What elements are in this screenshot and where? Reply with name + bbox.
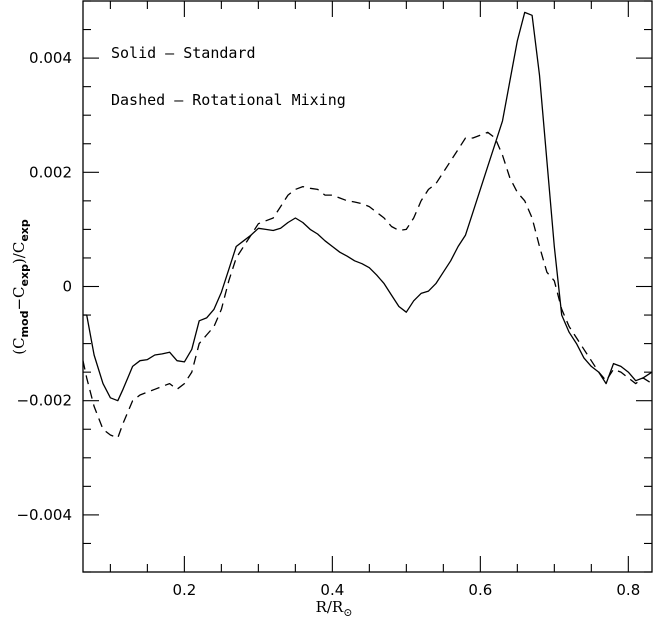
x-tick-label: 0.4: [320, 581, 344, 599]
legend-entry-solid: Solid – Standard: [111, 44, 256, 62]
y-title-exp-sub-2: exp: [18, 219, 31, 242]
y-title-mod-sub: mod: [18, 311, 31, 338]
y-tick-label: 0: [62, 278, 72, 296]
y-tick-label: 0.002: [29, 163, 72, 181]
x-axis-title-main: R/R: [316, 598, 344, 616]
series-layer: [82, 11, 653, 439]
x-tick-label: 0.6: [468, 581, 492, 599]
y-title-open: (C: [10, 337, 28, 354]
y-title-minus: −C: [10, 286, 28, 310]
legend-entry-dashed: Dashed – Rotational Mixing: [111, 91, 346, 109]
y-tick-label: 0.004: [29, 49, 72, 67]
plot-frame: [82, 0, 653, 573]
y-axis-title: (Cmod−Cexp)/Cexp: [10, 219, 31, 355]
series-line-dashed: [82, 131, 653, 439]
x-axis-title-subscript: ⊙: [343, 606, 352, 619]
y-tick-label: −0.004: [16, 506, 72, 524]
x-tick-label: 0.8: [616, 581, 640, 599]
y-title-close: )/C: [10, 242, 28, 264]
y-title-exp-sub: exp: [18, 264, 31, 287]
series-line-solid: [83, 11, 653, 402]
x-axis-title: R/R⊙: [316, 598, 353, 619]
ticks-layer: [83, 0, 652, 573]
x-tick-label: 0.2: [172, 581, 196, 599]
labels-layer: −0.004 −0.002 0 0.002 0.004 0.2 0.4 0.6 0.8: [16, 49, 640, 599]
y-tick-label: −0.002: [16, 392, 72, 410]
